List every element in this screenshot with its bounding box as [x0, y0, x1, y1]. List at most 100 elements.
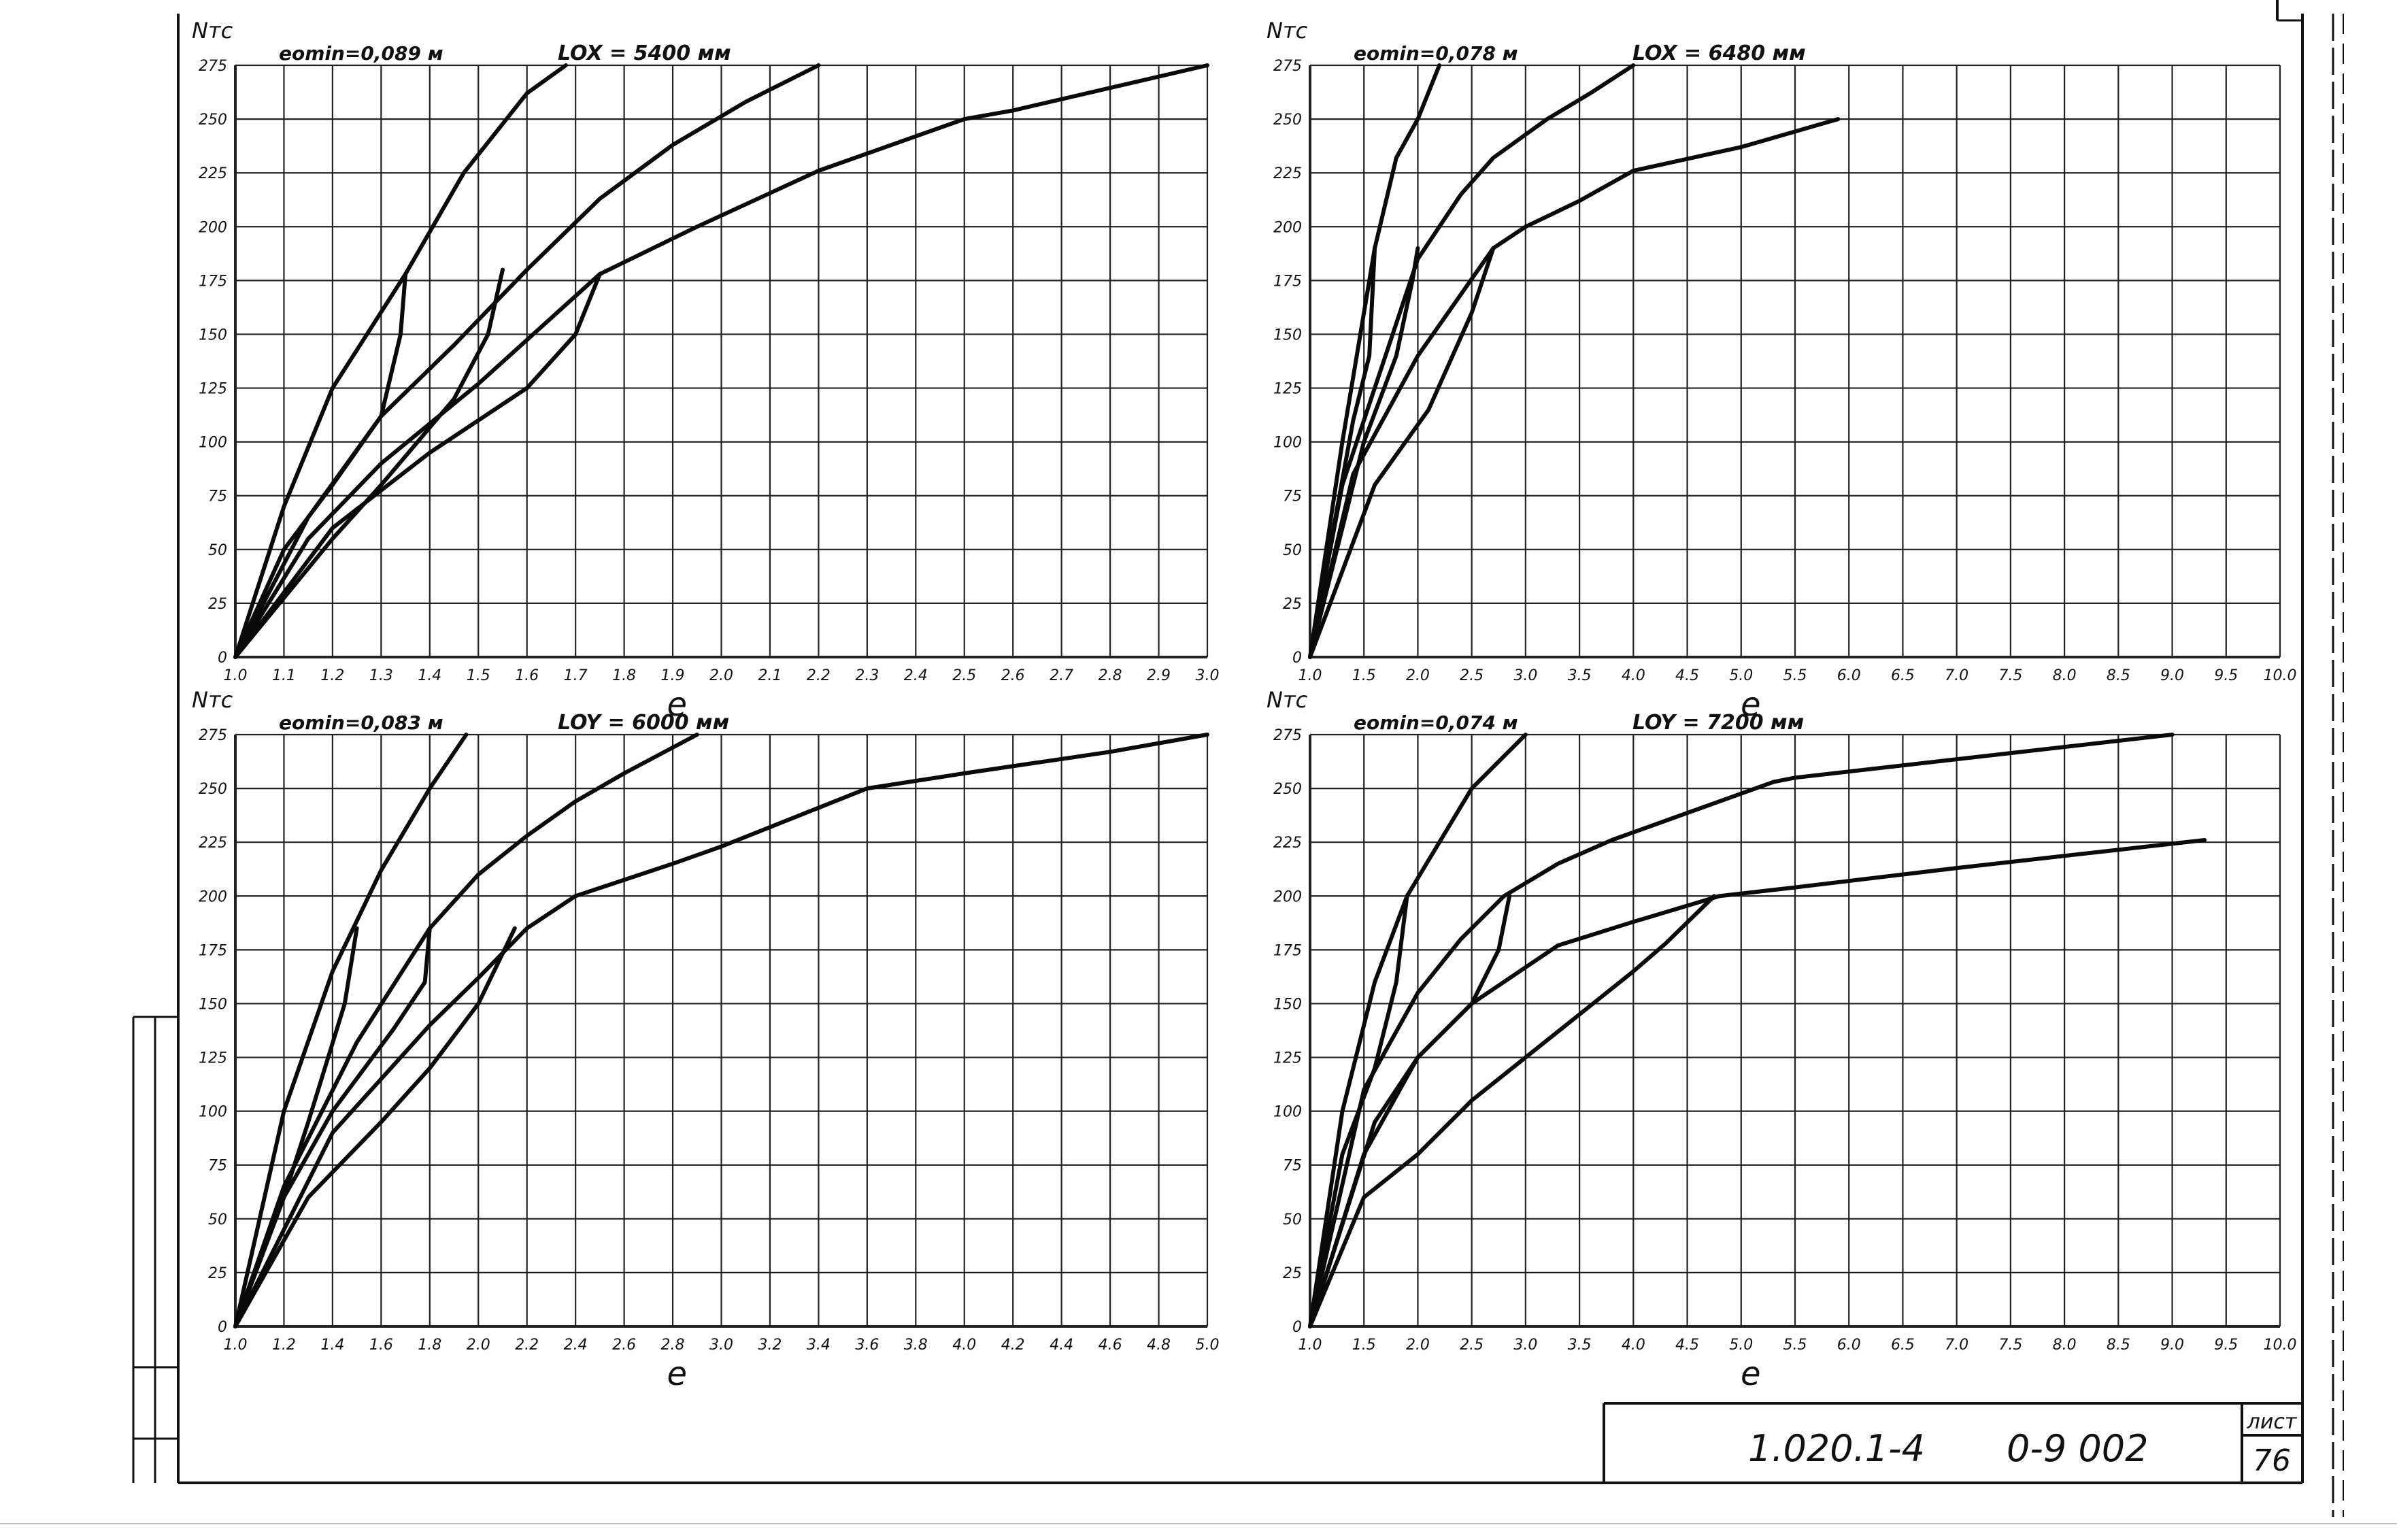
eomin-label: eomin=0,089 м: [279, 42, 443, 65]
series-line-1: [1308, 733, 1528, 1328]
y-tick-label: 125: [199, 1050, 227, 1067]
y-tick-label: 50: [208, 542, 227, 559]
x-tick-label: 1.7: [564, 667, 588, 684]
x-tick-label: 2.6: [612, 1337, 636, 1354]
chart-2: 1.0 1.5 2.0 2.5 3.0 3.5 4.0 4.5 5.0 5.5 6.0 6.5 7.0 7…: [1267, 18, 2296, 724]
x-tick-label: 2.6: [1001, 667, 1025, 684]
y-tick-label: 275: [199, 727, 227, 744]
x-tick-label: 5.0: [1729, 667, 1753, 684]
x-tick-label: 5.0: [1196, 1337, 1220, 1354]
y-tick-label: 50: [208, 1211, 227, 1228]
series-line-6: [1308, 246, 1377, 659]
binding-strip: [132, 1016, 178, 1483]
y-axis-label: Nтс: [1267, 18, 1308, 44]
series-line-4: [1308, 246, 1496, 659]
x-tick-label: 4.0: [1622, 667, 1645, 684]
x-tick-label: 6.0: [1837, 1337, 1861, 1354]
x-tick-label: 3.5: [1568, 1337, 1592, 1354]
x-tick-label: 1.2: [272, 1337, 296, 1354]
x-tick-label: 10.0: [2264, 667, 2297, 684]
series-line-6: [1308, 894, 1409, 1328]
x-axis-label: е: [667, 1355, 688, 1393]
y-tick-label: 100: [199, 435, 227, 452]
x-tick-label: 2.0: [1406, 667, 1430, 684]
x-tick-label: 4.8: [1147, 1337, 1171, 1354]
x-tick-label: 2.3: [855, 667, 879, 684]
eomin-label: eomin=0,083 м: [279, 712, 443, 734]
x-tick-label: 4.6: [1099, 1337, 1122, 1354]
x-tick-label: 2.0: [709, 667, 733, 684]
series-line-3: [1308, 117, 1841, 659]
series-line-6: [233, 271, 408, 659]
y-tick-label: 200: [1273, 219, 1302, 236]
series-line-5: [1308, 894, 1512, 1328]
series-line-1: [233, 733, 469, 1328]
y-tick-label: 50: [1283, 542, 1302, 559]
sheet-label: лист: [2247, 1410, 2298, 1434]
x-tick-label: 4.5: [1675, 1337, 1699, 1354]
y-tick-label: 25: [1283, 1265, 1302, 1282]
series-line-3: [233, 63, 1209, 659]
x-tick-label: 7.5: [1998, 667, 2022, 684]
x-tick-label: 8.5: [2107, 667, 2130, 684]
x-tick-label: 2.0: [1406, 1337, 1430, 1354]
series-line-4: [1308, 894, 1717, 1328]
y-tick-label: 150: [1273, 996, 1302, 1013]
x-tick-label: 2.1: [758, 667, 782, 684]
x-tick-label: 1.4: [418, 667, 441, 684]
x-tick-label: 6.5: [1891, 1337, 1915, 1354]
x-tick-label: 7.0: [1945, 1337, 1968, 1354]
x-tick-label: 3.0: [1513, 667, 1537, 684]
x-tick-label: 6.5: [1891, 667, 1915, 684]
charts: 1.0 1.1 1.2 1.3 1.4 1.5 1.6 1.7 1.8 1.9 2.0 2.1 2.2 2…: [192, 18, 2296, 1393]
y-tick-label: 150: [199, 327, 227, 344]
y-tick-label: 0: [1292, 650, 1302, 667]
y-tick-label: 50: [1283, 1211, 1302, 1228]
x-axis-label: е: [1741, 1355, 1761, 1393]
series-line-1: [233, 63, 568, 659]
series-line-2: [233, 733, 699, 1328]
y-tick-label: 150: [1273, 327, 1302, 344]
x-tick-label: 8.0: [2053, 1337, 2077, 1354]
y-axis-label: Nтс: [1267, 687, 1308, 713]
sheet-number: 76: [2253, 1443, 2291, 1478]
x-tick-label: 3.0: [1196, 667, 1220, 684]
x-tick-label: 3.4: [807, 1337, 831, 1354]
x-tick-label: 2.2: [515, 1337, 539, 1354]
length-label: LOY = 6000 мм: [558, 711, 729, 735]
length-label: LOX = 5400 мм: [558, 41, 731, 65]
x-axis-label: е: [1741, 686, 1761, 724]
y-tick-label: 125: [1273, 381, 1302, 398]
chart-1: 1.0 1.1 1.2 1.3 1.4 1.5 1.6 1.7 1.8 1.9 2.0 2.1 2.2 2…: [192, 18, 1220, 724]
x-tick-label: 2.4: [904, 667, 928, 684]
x-tick-label: 1.5: [1352, 1337, 1376, 1354]
x-tick-label: 1.5: [467, 667, 490, 684]
x-tick-label: 1.9: [661, 667, 685, 684]
x-tick-label: 4.2: [1001, 1337, 1025, 1354]
y-tick-label: 25: [1283, 596, 1302, 613]
x-tick-label: 8.5: [2107, 1337, 2130, 1354]
x-tick-label: 2.9: [1147, 667, 1171, 684]
x-tick-label: 2.5: [1460, 667, 1484, 684]
x-tick-label: 4.0: [952, 1337, 976, 1354]
y-tick-label: 175: [199, 942, 227, 959]
y-tick-label: 200: [1273, 888, 1302, 905]
x-tick-label: 1.4: [320, 1337, 344, 1354]
y-tick-label: 275: [1273, 727, 1302, 744]
y-tick-label: 100: [199, 1104, 227, 1121]
series-line-3: [233, 733, 1209, 1328]
x-tick-label: 7.0: [1945, 667, 1968, 684]
y-tick-label: 25: [208, 596, 227, 613]
x-tick-label: 2.8: [1099, 667, 1122, 684]
y-tick-label: 225: [1273, 835, 1302, 852]
x-tick-label: 2.5: [1460, 1337, 1484, 1354]
x-tick-label: 6.0: [1837, 667, 1861, 684]
x-tick-label: 7.5: [1998, 1337, 2022, 1354]
x-tick-label: 2.8: [661, 1337, 685, 1354]
x-tick-label: 3.8: [904, 1337, 928, 1354]
y-tick-label: 175: [1273, 273, 1302, 290]
y-tick-label: 275: [199, 58, 227, 75]
eomin-label: eomin=0,078 м: [1354, 42, 1518, 65]
y-tick-label: 25: [208, 1265, 227, 1282]
